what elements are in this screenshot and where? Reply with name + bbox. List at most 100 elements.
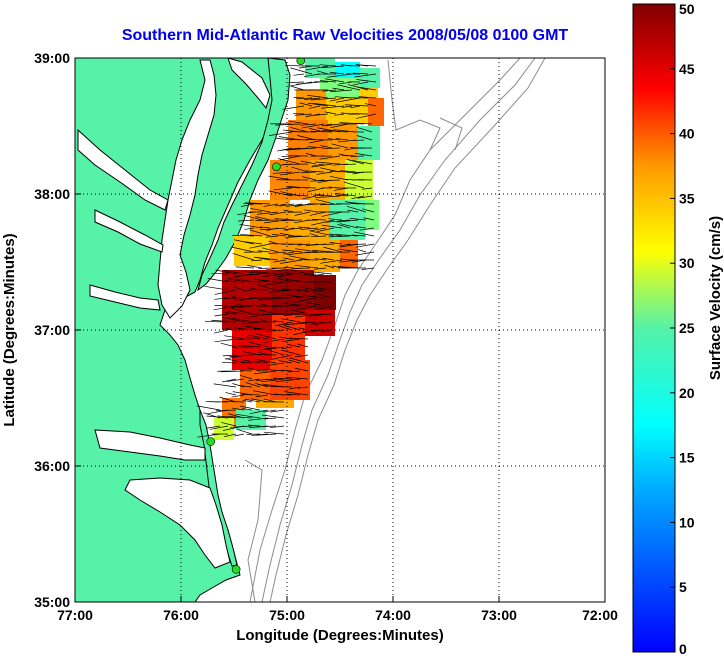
chesapeake-bay [157, 59, 217, 319]
velocity-arrow [274, 218, 295, 221]
velocity-arrow [289, 357, 309, 364]
velocity-arrow [277, 158, 301, 165]
velocity-arrow [307, 94, 329, 99]
velocity-arrow [254, 256, 279, 261]
velocity-arrow [237, 211, 255, 216]
velocity-arrow [291, 321, 317, 325]
velocity-arrow [287, 305, 301, 307]
velocity-arrow [259, 346, 277, 351]
velocity-arrow [262, 281, 285, 286]
radar-station-marker [206, 437, 215, 446]
velocity-arrow [268, 362, 285, 366]
velocity-arrow [320, 259, 343, 264]
velocity-arrow [312, 219, 327, 221]
colorbar-tick-label: 45 [679, 61, 695, 77]
velocity-arrow [322, 243, 335, 245]
velocity-arrow [261, 414, 285, 419]
velocity-arrow [287, 370, 301, 373]
velocity-arrow [314, 161, 341, 165]
bathymetry-contour-1 [249, 58, 521, 602]
velocity-arrow [296, 135, 317, 141]
velocity-arrow [224, 269, 245, 275]
velocity-arrow [222, 316, 245, 323]
velocity-arrow [313, 194, 325, 197]
velocity-arrow [263, 431, 285, 435]
velocity-arrow [340, 258, 351, 261]
velocity-arrow [320, 145, 333, 149]
colorbar-ticks: 0 5 10 15 20 25 30 35 40 45 50 [670, 1, 695, 657]
velocity-arrow [293, 297, 317, 303]
velocity-arrow [338, 139, 357, 143]
velocity-arrow [281, 346, 293, 350]
y-tick-label: 35:00 [34, 594, 70, 610]
velocity-arrow [356, 86, 377, 91]
velocity-arrow [285, 235, 311, 238]
velocity-arrow [257, 384, 277, 388]
axis-ticks [75, 193, 500, 602]
velocity-arrow [268, 131, 293, 136]
velocity-arrow [327, 138, 341, 141]
velocity-arrow [248, 341, 269, 348]
velocity-arrow [354, 73, 377, 78]
grid-lines [75, 58, 605, 602]
velocity-arrow [268, 175, 293, 181]
velocity-arrow [255, 358, 277, 364]
velocity-arrow [311, 321, 325, 325]
velocity-arrow [249, 229, 271, 237]
velocity-arrow [355, 243, 375, 248]
velocity-arrow [283, 321, 309, 326]
velocity-arrow [289, 386, 301, 390]
velocity-arrow [339, 81, 353, 85]
velocity-arrow [279, 336, 293, 340]
velocity-arrow [248, 424, 261, 427]
inland-water [77, 58, 271, 569]
velocity-arrow [284, 278, 301, 283]
velocity-arrow [314, 258, 327, 261]
velocity-arrow [278, 325, 293, 331]
bathymetry-contour-3 [269, 58, 546, 602]
velocity-arrow [334, 187, 349, 191]
velocity-arrow [309, 139, 325, 144]
velocity-arrow [277, 147, 293, 152]
velocity-arrow [302, 195, 317, 200]
velocity-arrow [329, 233, 343, 237]
velocity-arrow [206, 415, 229, 419]
velocity-cell [368, 98, 384, 126]
velocity-arrow [312, 250, 335, 253]
velocity-arrow [314, 305, 333, 311]
velocity-arrow [255, 308, 277, 315]
velocity-arrow [256, 360, 269, 364]
y-tick-label: 38:00 [34, 186, 70, 202]
velocity-arrow [313, 267, 327, 270]
colorbar-tick-label: 0 [679, 641, 687, 657]
velocity-arrow [310, 230, 335, 237]
velocity-arrow [296, 97, 313, 100]
velocity-arrow [275, 378, 301, 383]
velocity-arrow [321, 224, 343, 229]
velocity-arrow [252, 390, 277, 396]
velocity-arrow [332, 87, 345, 91]
velocity-arrow [291, 85, 305, 91]
velocity-arrow [311, 271, 333, 275]
velocity-arrow [244, 227, 255, 230]
velocity-arrow [330, 89, 353, 93]
velocity-arrow [258, 279, 277, 283]
velocity-arrow [273, 187, 293, 191]
velocity-arrow [242, 408, 253, 411]
velocity-arrow [322, 329, 333, 332]
velocity-arrow [247, 265, 263, 269]
velocity-arrow [284, 272, 301, 275]
velocity-arrow [314, 321, 333, 325]
velocity-arrow [343, 181, 365, 189]
velocity-arrow [306, 281, 333, 283]
velocity-arrow [282, 257, 295, 261]
velocity-cell [314, 275, 336, 310]
radar-station-marker [231, 565, 241, 574]
velocity-arrow [311, 163, 333, 168]
colorbar: 0 5 10 15 20 25 30 35 40 45 50 Surface Velocity (c… [632, 1, 724, 657]
velocity-arrow [250, 208, 271, 213]
velocity-arrow [290, 67, 313, 75]
velocity-arrow [219, 396, 237, 403]
velocity-arrow [263, 338, 285, 343]
velocity-arrow [289, 337, 309, 340]
